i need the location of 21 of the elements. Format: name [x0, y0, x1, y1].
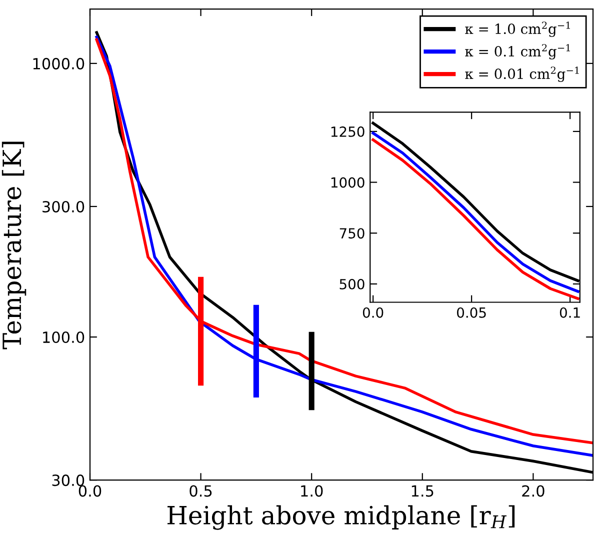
y-tick-label: 1000.0 [33, 58, 84, 70]
y-axis-title: Temperature [K] [2, 142, 26, 350]
x-tick-label: 2.0 [522, 485, 544, 497]
y-tick-label: 750 [340, 228, 364, 239]
legend-label: κ = 1.0 cm$^{2}$g$^{−1}$ [465, 22, 570, 37]
x-tick-label: 0.0 [78, 485, 102, 497]
x-axis-title: Height above midplane [r$_{H}$] [168, 505, 515, 530]
y-tick-label: 30.0 [52, 474, 84, 486]
x-tick-label: 1.0 [301, 485, 323, 497]
x-tick-label: 0.0 [362, 307, 384, 318]
y-tick-label: 100.0 [43, 331, 84, 344]
y-tick-label: 1000 [331, 177, 364, 188]
x-tick-label: 0.5 [190, 485, 212, 497]
x-tick-label: 0.05 [457, 307, 486, 318]
legend-label: κ = 0.1 cm$^{2}$g$^{−1}$ [465, 44, 570, 60]
y-tick-label: 1250 [331, 126, 364, 137]
y-tick-label: 300.0 [42, 200, 84, 212]
x-tick-label: 0.1 [560, 307, 580, 318]
legend-label: κ = 0.01 cm$^{2}$g$^{−1}$ [465, 66, 579, 82]
y-tick-label: 500 [340, 278, 364, 290]
x-tick-label: 1.5 [412, 485, 434, 497]
